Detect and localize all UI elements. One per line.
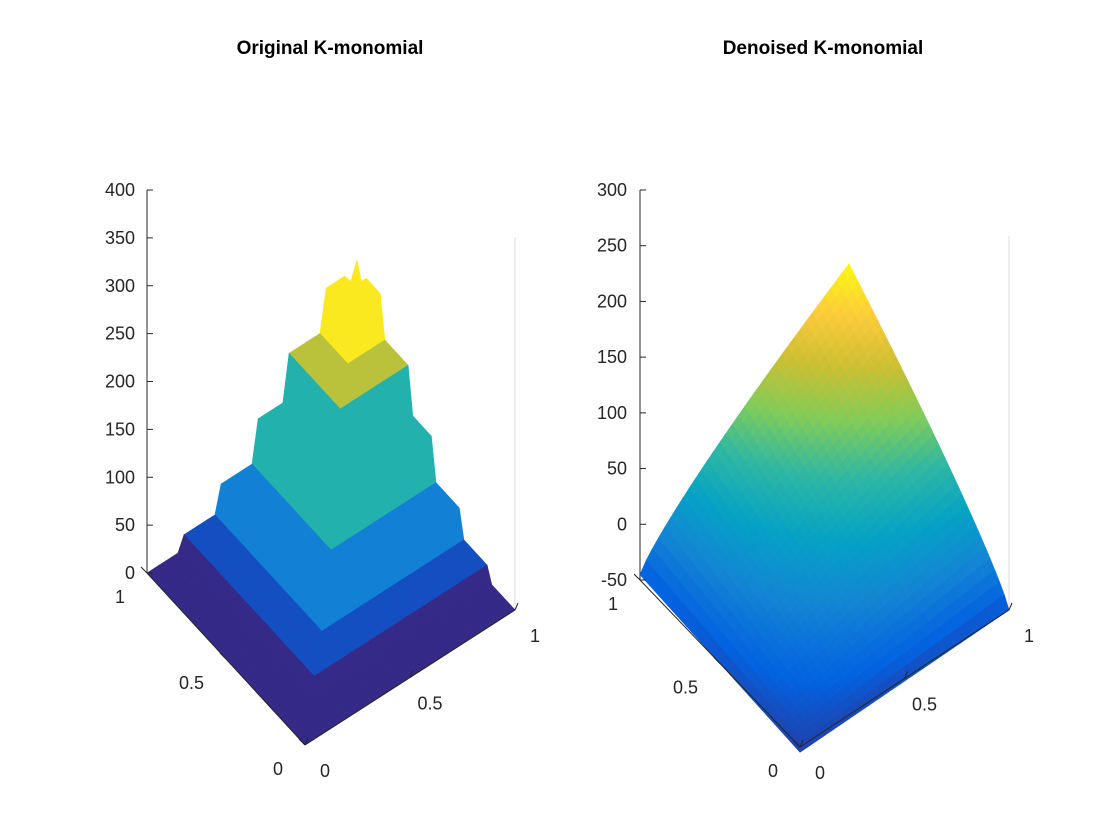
x-tick-label: 0.5	[912, 695, 937, 715]
surface-plot-denoised: Denoised K-monomial 0 0.5 1 0 0.5 1 -50 0 50 100 1…	[597, 38, 1034, 783]
surface-plot-original: Original K-monomial 00.5100.510501001502…	[105, 38, 540, 781]
y-tick-label: 0	[768, 761, 778, 781]
z-tick-label: 50	[607, 459, 627, 479]
z-tick-label: 300	[597, 180, 627, 200]
y-tick-mark	[633, 573, 641, 581]
z-tick-label: 200	[597, 291, 627, 311]
z-tick-label: 0	[617, 514, 627, 534]
y-tick-mark	[793, 740, 801, 748]
z-tick-label: 0	[125, 563, 135, 583]
z-tick-label: -50	[601, 570, 627, 590]
x-tick-mark	[1008, 602, 1013, 611]
y-tick-label: 1	[115, 587, 125, 607]
z-tick-label: 250	[597, 236, 627, 256]
z-tick-label: 300	[105, 276, 135, 296]
surface	[639, 263, 1010, 753]
z-tick-label: 100	[105, 467, 135, 487]
y-tick-mark	[219, 652, 227, 660]
z-tick-label: 50	[115, 515, 135, 535]
plot-title-denoised: Denoised K-monomial	[723, 38, 924, 59]
x-tick-label: 1	[1024, 626, 1034, 646]
y-tick-label: 0.5	[179, 673, 204, 693]
x-tick-label: 0.5	[417, 694, 442, 714]
x-tick-mark	[514, 602, 519, 611]
y-tick-mark	[713, 657, 721, 664]
x-tick-mark	[799, 739, 804, 748]
z-tick-label: 150	[597, 347, 627, 367]
plot-title-original: Original K-monomial	[237, 38, 424, 59]
y-tick-label: 0.5	[673, 678, 698, 698]
x-tick-mark	[409, 670, 414, 678]
z-tick-label: 350	[105, 228, 135, 248]
x-tick-mark	[304, 737, 309, 746]
x-tick-label: 1	[530, 626, 540, 646]
y-tick-label: 1	[608, 594, 618, 614]
x-tick-label: 0	[815, 763, 825, 783]
x-tick-mark	[904, 671, 908, 679]
y-tick-mark	[140, 566, 148, 574]
z-tick-label: 100	[597, 403, 627, 423]
z-tick-label: 200	[105, 372, 135, 392]
z-tick-label: 150	[105, 419, 135, 439]
z-tick-label: 400	[105, 180, 135, 200]
z-tick-label: 250	[105, 324, 135, 344]
surface	[146, 259, 516, 746]
y-tick-label: 0	[273, 759, 283, 779]
x-tick-label: 0	[320, 761, 330, 781]
y-tick-mark	[298, 738, 306, 746]
